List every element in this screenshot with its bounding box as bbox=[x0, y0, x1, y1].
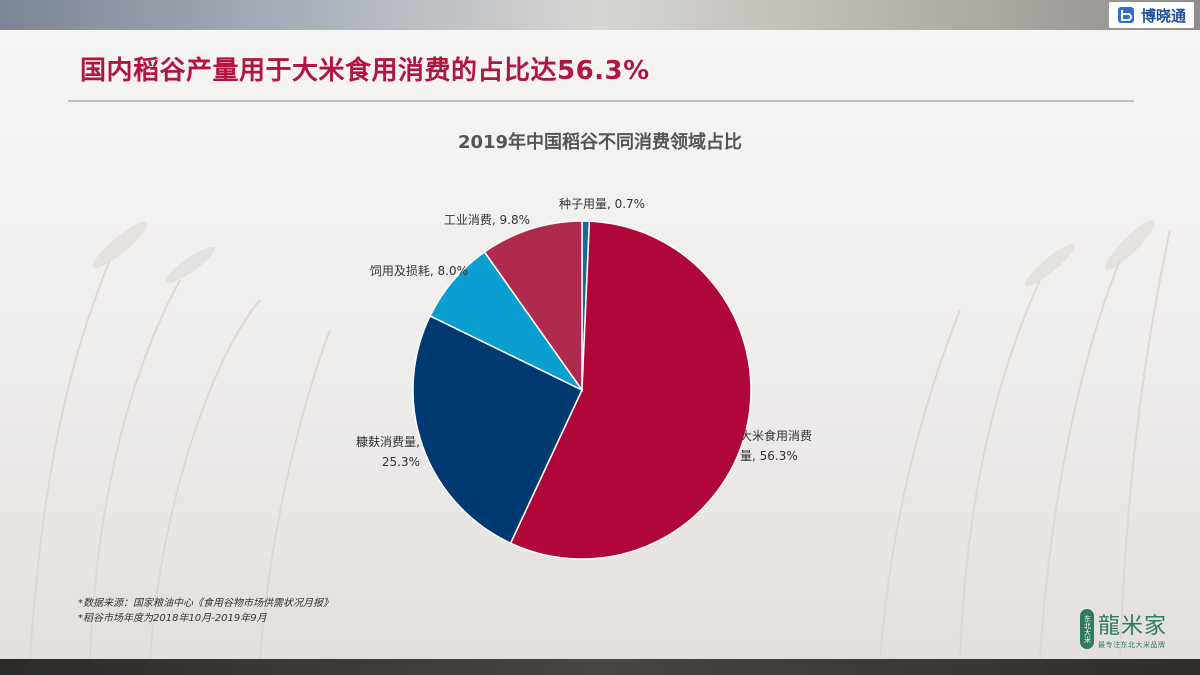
top-photo-band bbox=[0, 0, 1200, 30]
slice-label-3: 饲用及损耗, 8.0% bbox=[370, 264, 468, 278]
page-title: 国内稻谷产量用于大米食用消费的占比达56.3% bbox=[80, 56, 650, 86]
logo-seal: 东北大米 bbox=[1080, 609, 1094, 649]
slice-label-0: 种子用量, 0.7% bbox=[559, 197, 645, 211]
pie-slice-4 bbox=[483, 220, 583, 393]
footnote-period: *稻谷市场年度为2018年10月-2019年9月 bbox=[78, 613, 267, 624]
slice-label-2: 糠麸消费量, 25.3% bbox=[356, 434, 420, 469]
pie-slice-1 bbox=[509, 220, 752, 560]
brand-logo-icon bbox=[1117, 7, 1134, 23]
slice-label-1: 大米食用消费量, 56.3% bbox=[740, 428, 812, 463]
slice-label-4: 工业消费, 9.8% bbox=[444, 213, 530, 227]
footnote-source: *数据来源：国家粮油中心《食用谷物市场供需状况月报》 bbox=[78, 598, 333, 609]
title-divider bbox=[68, 100, 1134, 102]
reed-grass-background bbox=[29, 220, 1171, 659]
chart-title: 2019年中国稻谷不同消费领域占比 bbox=[457, 132, 743, 153]
bottom-band bbox=[0, 659, 1200, 675]
brand-badge: 博晓通 bbox=[1108, 2, 1194, 28]
logo-name: 龍米家 bbox=[1098, 614, 1168, 639]
logo-tagline: 最专注东北大米品牌 bbox=[1098, 641, 1166, 649]
company-logo: 东北大米 龍米家 最专注东北大米品牌 bbox=[1080, 608, 1167, 650]
brand-name: 博晓通 bbox=[1140, 6, 1186, 25]
pie-slice-2 bbox=[412, 314, 583, 545]
